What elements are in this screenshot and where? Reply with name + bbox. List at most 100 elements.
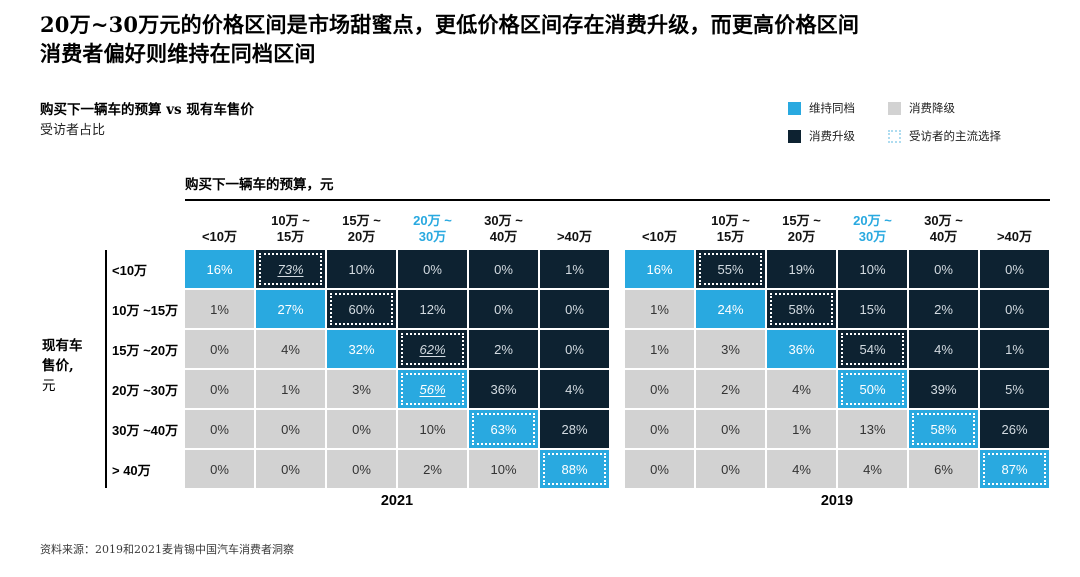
matrix-cell: 0%: [980, 290, 1049, 328]
cell-value: 6%: [934, 461, 953, 477]
axis-rule: [185, 199, 1050, 201]
column-header: <10万: [641, 229, 678, 244]
cell-value: 0%: [650, 381, 669, 397]
cell-value: 1%: [792, 421, 811, 437]
chart-title: 购买下一辆车的预算 vs 现有车售价: [40, 102, 254, 118]
matrix-cell: 62%: [398, 330, 467, 368]
matrix-cell: 0%: [185, 450, 254, 488]
row-label: 15万 ~20万: [112, 342, 179, 358]
cell-value: 12%: [419, 301, 446, 317]
column-header: 30万 ~40万: [924, 213, 963, 244]
matrix-cell: 12%: [398, 290, 467, 328]
row-label: 30万 ~40万: [112, 422, 179, 438]
row-labels: <10万 10万 ~15万 15万 ~20万 20万 ~30万 30万 ~40万 > 40…: [112, 250, 184, 488]
matrix-2019-column-headers: <10万 10万 ~15万 15万 ~20万 20万 ~30万 30万 ~40万 >40万: [625, 204, 1049, 248]
matrix-cell: 0%: [625, 450, 694, 488]
legend-item-mainstream: 受访者的主流选择: [888, 128, 1001, 144]
matrix-cell: 3%: [696, 330, 765, 368]
cell-value: 1%: [210, 301, 229, 317]
cell-value: 58%: [930, 421, 957, 437]
chart-subtitle: 受访者占比: [40, 123, 106, 138]
page-title-line2: 消费者偏好则维持在同档区间: [40, 41, 316, 66]
matrix-cell: 32%: [327, 330, 396, 368]
cell-value: 2%: [423, 461, 442, 477]
row-axis-title-line3: 元: [42, 378, 56, 394]
matrix-cell: 0%: [980, 250, 1049, 288]
column-header: 20万 ~30万: [413, 213, 452, 244]
cell-value: 0%: [565, 301, 584, 317]
cell-value: 36%: [788, 341, 815, 357]
maintain-swatch-icon: [788, 101, 801, 115]
matrix-cell: 88%: [540, 450, 609, 488]
cell-value: 24%: [717, 301, 744, 317]
column-header: 10万 ~15万: [711, 213, 750, 244]
column-header: 15万 ~20万: [342, 213, 381, 244]
matrix-cell: 56%: [398, 370, 467, 408]
matrix-cell: 0%: [185, 330, 254, 368]
column-header: >40万: [996, 229, 1033, 244]
mainstream-swatch-icon: [888, 129, 901, 143]
matrix-cell: 4%: [838, 450, 907, 488]
cell-value: 2%: [721, 381, 740, 397]
matrix-cell: 0%: [625, 410, 694, 448]
cell-value: 16%: [206, 261, 233, 277]
matrix-cell: 73%: [256, 250, 325, 288]
cell-value: 0%: [934, 261, 953, 277]
cell-value: 36%: [490, 381, 517, 397]
row-label: <10万: [112, 262, 148, 278]
matrix-cell: 50%: [838, 370, 907, 408]
cell-value: 4%: [934, 341, 953, 357]
matrix-cell: 19%: [767, 250, 836, 288]
matrix-cell: 0%: [398, 250, 467, 288]
matrix-cell: 27%: [256, 290, 325, 328]
cell-value: 0%: [210, 341, 229, 357]
column-header: 30万 ~40万: [484, 213, 523, 244]
matrix-cell: 13%: [838, 410, 907, 448]
matrix-cell: 1%: [256, 370, 325, 408]
column-header: >40万: [556, 229, 593, 244]
column-header: <10万: [201, 229, 238, 244]
matrix-cell: 63%: [469, 410, 538, 448]
cell-value: 56%: [419, 381, 446, 397]
cell-value: 0%: [210, 421, 229, 437]
matrix-cell: 24%: [696, 290, 765, 328]
cell-value: 0%: [210, 461, 229, 477]
matrix-cell: 0%: [625, 370, 694, 408]
matrix-cell: 0%: [540, 290, 609, 328]
cell-value: 60%: [348, 301, 375, 317]
cell-value: 10%: [490, 461, 517, 477]
cell-value: 26%: [1001, 421, 1028, 437]
matrix-cell: 10%: [398, 410, 467, 448]
cell-value: 0%: [650, 421, 669, 437]
matrix-cell: 4%: [909, 330, 978, 368]
cell-value: 0%: [352, 461, 371, 477]
matrix-cell: 39%: [909, 370, 978, 408]
matrix-cell: 1%: [767, 410, 836, 448]
matrix-cell: 28%: [540, 410, 609, 448]
legend: 维持同档 消费降级 消费升级 受访者的主流选择: [788, 100, 1001, 144]
cell-value: 55%: [717, 261, 744, 277]
cell-value: 0%: [210, 381, 229, 397]
row-label: 10万 ~15万: [112, 302, 179, 318]
cell-value: 0%: [650, 461, 669, 477]
matrix-cell: 4%: [256, 330, 325, 368]
cell-value: 0%: [494, 301, 513, 317]
matrix-cell: 3%: [327, 370, 396, 408]
cell-value: 1%: [565, 261, 584, 277]
cell-value: 0%: [352, 421, 371, 437]
cell-value: 10%: [859, 261, 886, 277]
cell-value: 1%: [650, 301, 669, 317]
column-axis-title: 购买下一辆车的预算，元: [185, 177, 334, 193]
cell-value: 10%: [348, 261, 375, 277]
cell-value: 0%: [281, 461, 300, 477]
cell-value: 4%: [863, 461, 882, 477]
matrix-cell: 4%: [767, 450, 836, 488]
matrix-cell: 1%: [540, 250, 609, 288]
matrix-cell: 1%: [625, 290, 694, 328]
column-header: 15万 ~20万: [782, 213, 821, 244]
matrix-cell: 36%: [469, 370, 538, 408]
matrix-cell: 26%: [980, 410, 1049, 448]
matrix-cell: 2%: [696, 370, 765, 408]
row-axis-rule: [105, 250, 107, 488]
matrix-cell: 1%: [625, 330, 694, 368]
